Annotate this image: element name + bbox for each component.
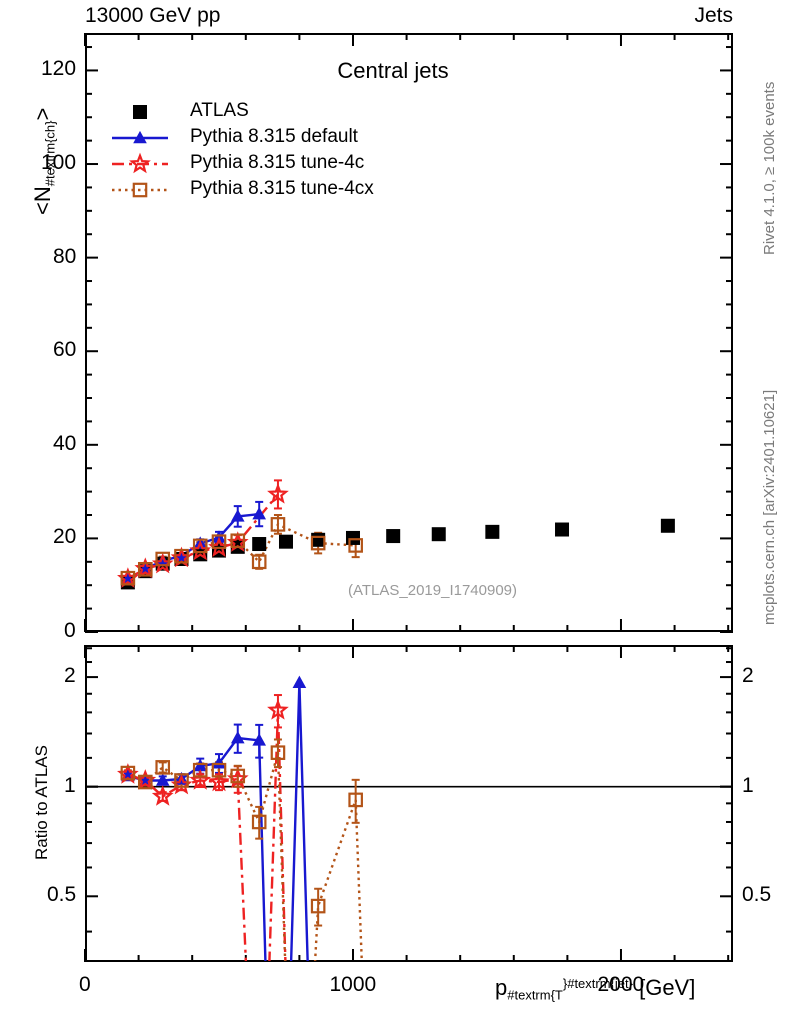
legend-marker-star-open bbox=[129, 152, 151, 174]
legend-marker-square-filled bbox=[133, 105, 147, 119]
ratio-marker-square-open bbox=[174, 773, 189, 788]
main-marker-square-filled bbox=[278, 534, 293, 549]
main-marker-square-open bbox=[192, 538, 208, 554]
ratio-marker-triangle bbox=[155, 773, 170, 786]
ratio-marker-triangle bbox=[252, 733, 267, 746]
main-y-tick-label: 100 bbox=[41, 151, 77, 175]
main-y-tick-label: 20 bbox=[53, 525, 77, 549]
header-analysis-type: Jets bbox=[694, 4, 733, 27]
ratio-marker-square-open bbox=[155, 760, 171, 775]
x-tick-label: 1000 bbox=[329, 973, 377, 996]
ratio-marker-square-open bbox=[120, 765, 136, 781]
legend-label-0[interactable]: ATLAS bbox=[190, 100, 249, 121]
ratio-marker-square-open bbox=[211, 762, 227, 778]
main-marker-square-filled bbox=[311, 532, 326, 547]
ratio-marker-square-open bbox=[137, 774, 153, 790]
ratio-marker-triangle bbox=[212, 756, 226, 769]
main-y-tick-label: 80 bbox=[53, 244, 77, 268]
main-marker-square-open bbox=[348, 538, 363, 553]
legend-label-1[interactable]: Pythia 8.315 default bbox=[190, 126, 358, 147]
main-marker-square-open bbox=[310, 535, 326, 551]
main-plot-frame bbox=[85, 33, 733, 632]
xlabel-sup: }#textrm{jet} bbox=[562, 975, 633, 991]
xlabel-sub: #textrm{T bbox=[507, 987, 563, 1003]
ratio-marker-square-open bbox=[192, 762, 208, 778]
main-marker-square-filled bbox=[660, 518, 675, 533]
main-marker-square-open bbox=[270, 517, 286, 532]
header-beam-energy: 13000 GeV pp bbox=[85, 4, 221, 27]
ratio-marker-square-open bbox=[251, 814, 267, 830]
main-marker-star-open bbox=[267, 483, 289, 504]
ratio-y-tick-label-left: 2 bbox=[64, 664, 76, 688]
ratio-marker-star bbox=[208, 770, 230, 792]
legend-marker-triangle-filled bbox=[133, 130, 147, 144]
ratio-marker-square-open bbox=[348, 792, 363, 808]
main-marker-square-open bbox=[137, 561, 153, 577]
ratio-marker-square-open bbox=[230, 768, 246, 784]
main-marker-square-open bbox=[174, 548, 189, 564]
x-tick-label: 0 bbox=[79, 973, 91, 996]
ratio-series-line bbox=[127, 682, 309, 961]
xlabel-p: p bbox=[495, 975, 508, 1000]
ratio-marker-star bbox=[189, 769, 212, 790]
ratio-marker-star bbox=[151, 785, 174, 806]
main-marker-triangle-filled bbox=[155, 553, 170, 567]
main-marker-square-filled bbox=[386, 529, 401, 544]
main-marker-square-open bbox=[251, 554, 267, 570]
main-marker-triangle-filled bbox=[252, 506, 267, 520]
main-marker-square-open bbox=[230, 533, 246, 549]
main-y-tick-label: 120 bbox=[41, 57, 77, 81]
analysis-id-watermark: (ATLAS_2019_I1740909) bbox=[348, 582, 518, 599]
main-marker-square-open bbox=[155, 551, 171, 567]
ratio-marker-triangle bbox=[292, 675, 307, 688]
ratio-marker-square-open bbox=[270, 745, 286, 760]
legend-label-3[interactable]: Pythia 8.315 tune-4cx bbox=[190, 178, 374, 199]
ratio-y-tick-label-left: 0.5 bbox=[47, 883, 77, 907]
main-marker-square-filled bbox=[252, 537, 267, 552]
x-tick-label: 2000 bbox=[597, 973, 645, 996]
ratio-y-tick-label-right: 1 bbox=[742, 773, 754, 797]
main-y-tick-label: 40 bbox=[53, 431, 77, 455]
plot-title: Central jets bbox=[337, 58, 449, 83]
legend-marker-square-open bbox=[132, 182, 148, 198]
ratio-marker-square-open bbox=[310, 898, 326, 914]
main-marker-square-open bbox=[120, 570, 136, 586]
main-marker-square-filled bbox=[431, 527, 446, 542]
ratio-series-group bbox=[117, 675, 363, 961]
main-marker-square-open bbox=[211, 534, 227, 549]
x-axis-label: p#textrm{T}#textrm{jet} [GeV] bbox=[495, 975, 695, 1003]
ratio-y-tick-label-left: 1 bbox=[64, 773, 76, 797]
main-y-tick-label: 60 bbox=[53, 338, 77, 362]
ratio-series-line bbox=[127, 710, 287, 961]
ratio-y-tick-label-right: 0.5 bbox=[742, 883, 772, 907]
main-marker-square-filled bbox=[345, 530, 360, 545]
ratio-y-tick-label-right: 2 bbox=[742, 664, 754, 688]
main-marker-square-filled bbox=[555, 522, 570, 537]
ratio-marker-triangle bbox=[230, 730, 245, 744]
main-y-tick-label: 0 bbox=[64, 619, 76, 642]
main-marker-triangle-filled bbox=[230, 509, 245, 522]
main-marker-square-filled bbox=[485, 524, 500, 539]
legend-label-2[interactable]: Pythia 8.315 tune-4c bbox=[190, 152, 365, 173]
xlabel-post: [GeV] bbox=[632, 975, 696, 1000]
ratio-marker-star bbox=[267, 698, 289, 720]
